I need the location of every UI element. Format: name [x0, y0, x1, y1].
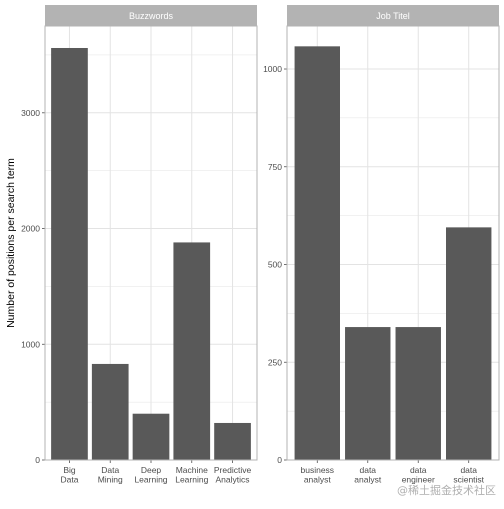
bar: [214, 422, 251, 460]
x-tick-label: business analyst: [301, 465, 335, 485]
facet-panel-2: Job Titel business analyst data analyst data e…: [263, 5, 500, 485]
bar: [294, 46, 340, 460]
y-tick-label: 500: [268, 260, 282, 270]
bar: [173, 242, 211, 460]
y-tick-label: 250: [268, 357, 282, 367]
x-tick-label: Big Data: [60, 465, 78, 485]
watermark-text: @稀土掘金技术社区: [397, 484, 496, 497]
bar: [132, 413, 170, 460]
y-tick-label: 1000: [263, 64, 282, 74]
bar: [395, 327, 441, 460]
y-tick-label: 1000: [21, 339, 40, 349]
y-tick-label: 3000: [21, 108, 40, 118]
y-tick-label: 0: [277, 455, 282, 465]
facet-panel-1: Buzzwords Big Data Data Mining Deep Learning Ma…: [5, 5, 258, 485]
x-tick-label: data engineer: [402, 465, 435, 485]
x-tick-label: Deep Learning: [134, 465, 167, 485]
y-tick-label: 750: [268, 162, 282, 172]
bar: [345, 327, 391, 460]
y-tick-label: 2000: [21, 224, 40, 234]
panel-border: [44, 25, 258, 461]
y-axis-title: Number of positions per search term: [5, 158, 17, 328]
panel-border: [286, 25, 500, 461]
facet-strip: [287, 5, 499, 26]
x-tick-label: Machine Learning: [175, 465, 208, 485]
y-tick-label: 0: [35, 455, 40, 465]
bar: [91, 363, 129, 460]
facet-strip: [45, 5, 257, 26]
facet-title: Job Titel: [376, 11, 410, 21]
x-tick-label: data analyst: [354, 465, 382, 485]
x-tick-label: Predictive Analytics: [214, 465, 252, 485]
facet-title: Buzzwords: [129, 11, 174, 21]
bar: [51, 47, 88, 461]
x-tick-label: data scientist: [453, 465, 484, 485]
bar: [446, 227, 492, 460]
x-tick-label: Data Mining: [98, 465, 123, 485]
